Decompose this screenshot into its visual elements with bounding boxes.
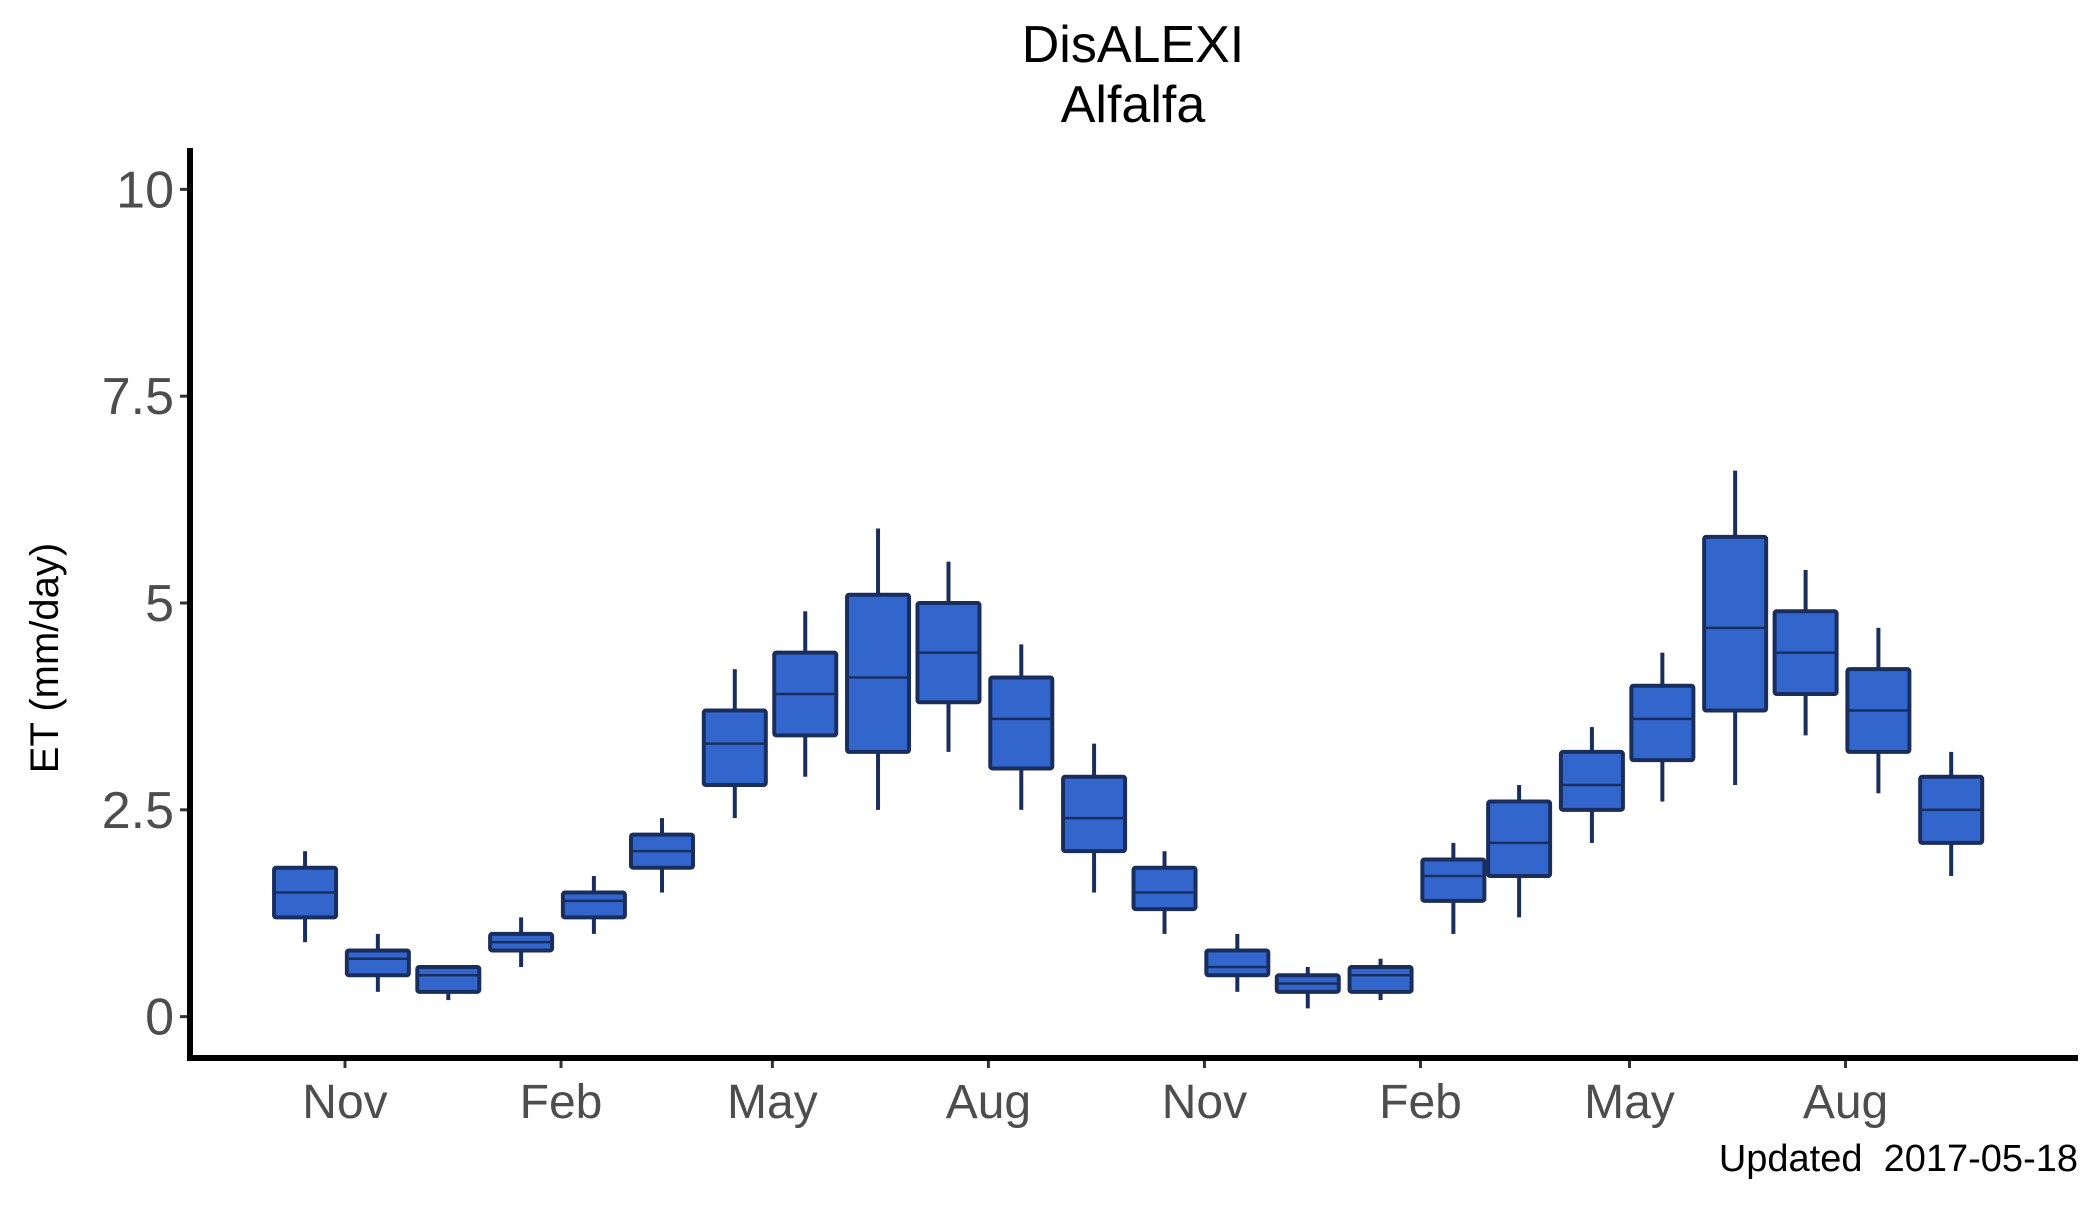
boxes-group <box>272 470 1985 1009</box>
box-body <box>1347 965 1414 994</box>
box-2017-01 <box>1347 958 1414 1001</box>
box-body <box>1204 948 1271 978</box>
box-2017-03 <box>1486 785 1553 918</box>
box-2016-05 <box>772 611 839 777</box>
box-2016-04 <box>701 669 768 819</box>
x-tick-label: Feb <box>520 1076 603 1129</box>
y-tick-label: 5 <box>145 575 174 633</box>
box-body <box>344 948 411 978</box>
box-body <box>415 965 482 994</box>
chart-subtitle: Alfalfa <box>1061 76 1206 134</box>
box-body <box>1420 857 1487 903</box>
box-2017-06 <box>1702 470 1769 785</box>
box-2016-12 <box>1274 967 1341 1009</box>
box-body <box>1131 865 1198 912</box>
box-body <box>988 675 1055 771</box>
x-tick-label: May <box>727 1076 818 1129</box>
chart-title: DisALEXI <box>1022 16 1245 74</box>
box-2015-11 <box>344 933 411 992</box>
box-body <box>560 890 627 920</box>
box-2017-07 <box>1772 569 1839 736</box>
box-2016-06 <box>845 528 912 810</box>
box-2016-03 <box>629 818 695 893</box>
box-2017-02 <box>1420 842 1487 934</box>
x-tick-label: Aug <box>1803 1076 1888 1129</box>
box-2016-09 <box>1061 743 1128 893</box>
box-body <box>701 708 768 788</box>
y-tick-label: 2.5 <box>102 782 174 840</box>
x-tick-label: Feb <box>1379 1076 1462 1129</box>
y-axis-title: ET (mm/day) <box>23 543 67 773</box>
box-body <box>1629 683 1696 763</box>
y-ticks-group: 0 2.5 5 7.5 10 <box>102 161 190 1047</box>
box-2017-05 <box>1629 652 1696 802</box>
y-tick-label: 0 <box>145 989 174 1047</box>
x-tick-label: Nov <box>1162 1076 1247 1129</box>
box-2017-04 <box>1558 727 1625 843</box>
box-2016-01 <box>488 917 555 967</box>
x-ticks-group: Nov Feb May Aug Nov Feb May Aug <box>302 1058 1888 1129</box>
box-2017-09 <box>1918 751 1985 876</box>
box-body <box>1061 774 1128 854</box>
box-body <box>845 592 912 754</box>
box-2016-08 <box>988 644 1055 810</box>
x-tick-label: Aug <box>946 1076 1031 1129</box>
box-2017-08 <box>1845 627 1912 794</box>
box-2016-02 <box>560 876 627 934</box>
box-body <box>1486 799 1553 879</box>
box-2016-07 <box>915 561 982 752</box>
y-tick-label: 7.5 <box>102 368 174 426</box>
box-2016-11 <box>1204 933 1271 992</box>
box-body <box>1702 534 1769 713</box>
y-tick-label: 10 <box>116 161 174 219</box>
box-body <box>1558 749 1625 812</box>
x-tick-label: Nov <box>302 1076 387 1129</box>
updated-caption: Updated 2017-05-18 <box>1719 1138 2078 1180</box>
box-2015-12 <box>415 965 482 1001</box>
box-2016-10 <box>1131 851 1198 934</box>
x-tick-label: May <box>1584 1076 1675 1129</box>
box-2015-10 <box>272 851 339 943</box>
